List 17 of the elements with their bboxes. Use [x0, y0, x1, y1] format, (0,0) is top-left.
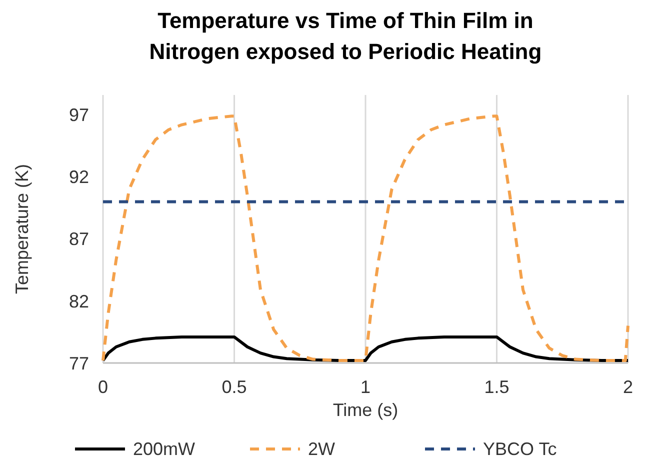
y-tick-label: 87	[68, 229, 89, 250]
x-tick-label: 2	[622, 377, 634, 397]
x-tick-label: 0	[98, 377, 108, 397]
x-tick-label: 1.5	[484, 377, 510, 397]
x-tick-label: 0.5	[222, 377, 247, 397]
y-tick-label: 82	[68, 291, 89, 312]
legend-label: 2W	[308, 439, 336, 459]
x-tick-label: 1	[360, 377, 371, 397]
chart-title: Temperature vs Time of Thin Film in Nitrogen exposed to Periodic Heating	[149, 8, 542, 64]
y-tick-label: 92	[68, 167, 89, 188]
legend-label: YBCO Tc	[483, 439, 557, 459]
x-axis-title: Time (s)	[332, 400, 398, 420]
y-tick-label: 97	[68, 105, 89, 126]
legend-label: 200mW	[133, 439, 196, 459]
line-series	[102, 114, 630, 362]
y-axis-title: Temperature (K)	[12, 164, 32, 294]
y-tick-label: 77	[68, 353, 89, 374]
